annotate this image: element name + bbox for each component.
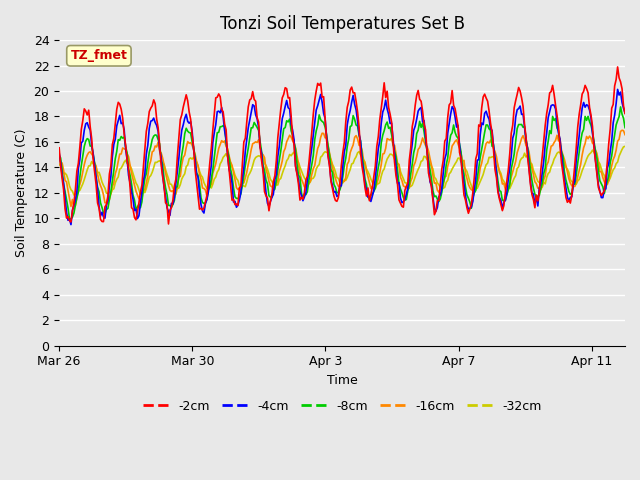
X-axis label: Time: Time bbox=[326, 374, 358, 387]
Text: TZ_fmet: TZ_fmet bbox=[70, 49, 127, 62]
Legend: -2cm, -4cm, -8cm, -16cm, -32cm: -2cm, -4cm, -8cm, -16cm, -32cm bbox=[138, 395, 547, 418]
Title: Tonzi Soil Temperatures Set B: Tonzi Soil Temperatures Set B bbox=[220, 15, 465, 33]
Y-axis label: Soil Temperature (C): Soil Temperature (C) bbox=[15, 129, 28, 257]
